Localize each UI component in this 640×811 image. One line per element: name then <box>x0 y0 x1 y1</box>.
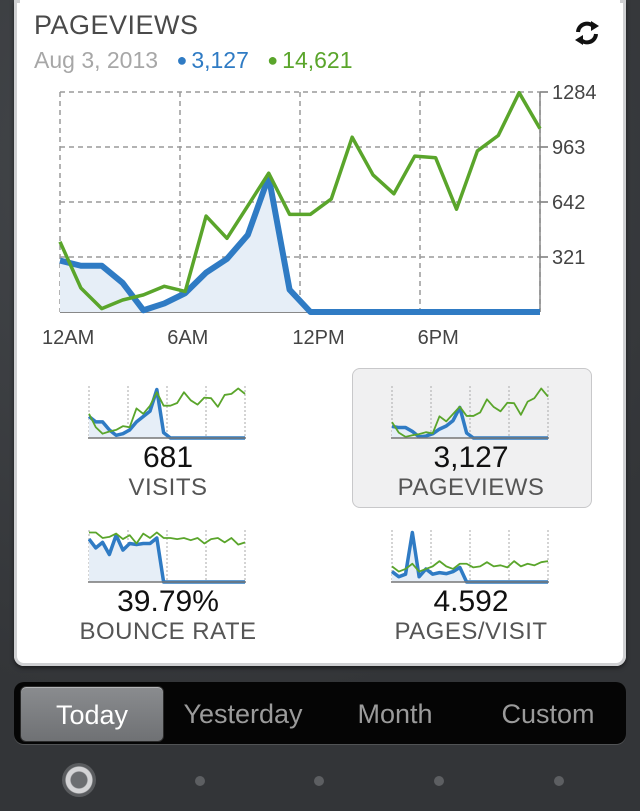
page-indicator-dot[interactable] <box>195 776 205 786</box>
bounce-rate-label: BOUNCE RATE <box>79 618 257 645</box>
page-indicator-current[interactable] <box>62 763 96 797</box>
series-area-fill <box>60 176 540 312</box>
blue-series-line <box>59 173 540 315</box>
pages-per-visit-sparkline[interactable] <box>391 528 551 584</box>
pageviews-sparkline[interactable] <box>391 384 551 440</box>
chart-subtitle: Aug 3, 2013 ● 3,127 ● 14,621 <box>34 47 353 74</box>
green-total: 14,621 <box>282 47 353 73</box>
pageviews-metric[interactable]: 3,127 PAGEVIEWS <box>381 442 561 502</box>
y-tick-label: 321 <box>552 247 585 269</box>
green-series-line <box>88 387 246 435</box>
segment-custom[interactable]: Custom <box>501 699 595 729</box>
series-area-fill <box>392 532 548 582</box>
x-tick-label: 12AM <box>42 327 94 349</box>
segment-yesterday[interactable]: Yesterday <box>183 699 303 729</box>
page-indicator-dot[interactable] <box>554 776 564 786</box>
bounce-rate-sparkline[interactable] <box>88 528 248 584</box>
y-tick-label: 963 <box>552 137 585 159</box>
segment-month[interactable]: Month <box>357 699 433 729</box>
green-legend-dot: ● <box>267 50 279 70</box>
green-series-line <box>58 90 542 311</box>
pageviews-value: 3,127 <box>433 441 509 474</box>
main-chart: 321 642 963 1284 12AM 6AM 12PM 6PM <box>42 82 597 349</box>
blue-legend-dot: ● <box>176 50 188 70</box>
segment-today[interactable]: Today <box>20 686 164 742</box>
visits-sparkline[interactable] <box>88 384 248 440</box>
bounce-rate-value: 39.79% <box>117 585 219 618</box>
x-tick-label: 12PM <box>292 327 344 349</box>
green-series-line <box>391 560 549 573</box>
blue-total: 3,127 <box>191 47 249 73</box>
pages-per-visit-value: 4.592 <box>433 585 509 618</box>
date-label: Aug 3, 2013 <box>34 47 159 73</box>
green-series-line <box>89 531 246 546</box>
green-series-line <box>391 387 549 438</box>
series-area-fill <box>392 407 548 438</box>
date-range-segmented-control: Today Yesterday Month Custom <box>14 682 626 744</box>
y-tick-label: 642 <box>552 192 585 214</box>
pageviews-label: PAGEVIEWS <box>397 474 545 501</box>
pages-per-visit-label: PAGES/VISIT <box>394 618 548 645</box>
bounce-rate-metric[interactable]: 39.79% BOUNCE RATE <box>68 586 268 646</box>
visits-label: VISITS <box>128 474 208 501</box>
visits-value: 681 <box>142 441 194 474</box>
page-indicator-dot[interactable] <box>314 776 324 786</box>
y-tick-label: 1284 <box>552 82 597 104</box>
page-indicator-dot[interactable] <box>434 776 444 786</box>
x-tick-label: 6AM <box>167 327 208 349</box>
refresh-icon[interactable] <box>572 18 602 48</box>
visits-metric[interactable]: 681 VISITS <box>88 442 248 502</box>
pages-per-visit-metric[interactable]: 4.592 PAGES/VISIT <box>381 586 561 646</box>
x-tick-label: 6PM <box>418 327 459 349</box>
page-title: PAGEVIEWS <box>34 10 199 40</box>
